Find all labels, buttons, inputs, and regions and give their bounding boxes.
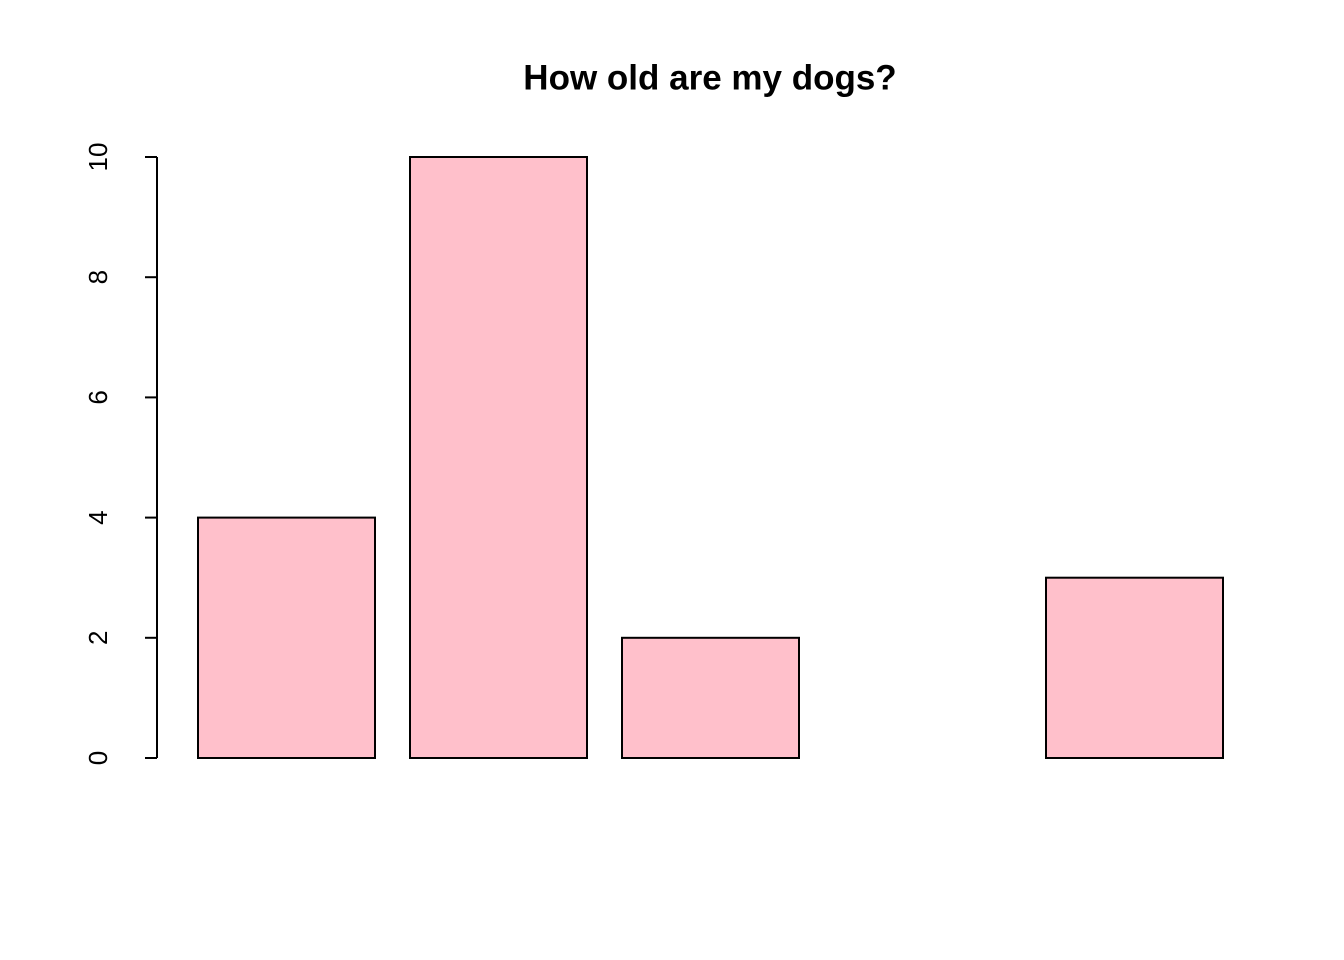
bar — [197, 516, 376, 759]
y-tick-label: 8 — [83, 270, 113, 284]
y-tick-label: 6 — [83, 390, 113, 404]
y-tick-label: 2 — [83, 631, 113, 645]
y-tick-label: 4 — [83, 510, 113, 524]
bar — [1045, 576, 1224, 760]
y-tick-label: 10 — [83, 143, 113, 172]
y-tick-label: 0 — [83, 751, 113, 765]
bar — [621, 636, 800, 759]
chart-title: How old are my dogs? — [523, 58, 896, 97]
bar — [409, 156, 588, 759]
